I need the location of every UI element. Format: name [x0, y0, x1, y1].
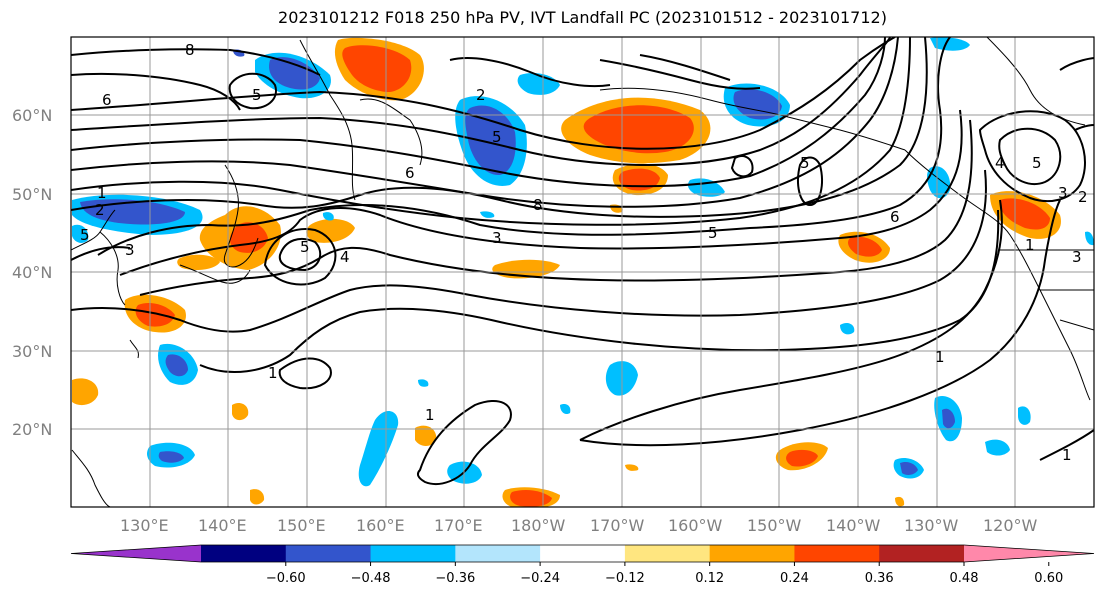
contour-label: 2 [1078, 188, 1088, 206]
colorbar-outline [70, 544, 1095, 563]
contour-label: 5 [492, 128, 502, 146]
contour-label: 5 [800, 154, 810, 172]
lat-label: 20°N [12, 420, 52, 439]
colorbar-tick-label: 0.12 [695, 571, 724, 586]
contour-label: 8 [185, 41, 195, 59]
lon-label: 180°W [511, 516, 566, 535]
lon-label: 170°W [590, 516, 645, 535]
colorbar-tick-label: −0.24 [520, 571, 560, 586]
colorbar-segment [285, 545, 372, 562]
graticule [71, 37, 1094, 507]
contour-label: 5 [1032, 154, 1042, 172]
colorbar-tick-label: −0.60 [266, 571, 306, 586]
colorbar-segment [201, 545, 287, 562]
lon-label: 170°E [434, 516, 483, 535]
lon-label: 160°W [668, 516, 723, 535]
contour-label: 1 [97, 184, 107, 202]
contour-label: 6 [102, 91, 112, 109]
colorbar-segment [370, 545, 456, 562]
lon-label: 150°E [277, 516, 326, 535]
colorbar-tick-label: −0.48 [351, 571, 391, 586]
colorbar-tick-label: −0.36 [435, 571, 475, 586]
contour-label: 3 [492, 229, 502, 247]
colorbar-tick-label: 0.48 [950, 571, 979, 586]
contour-label: 2 [95, 201, 105, 219]
colorbar-tick-label: −0.12 [605, 571, 645, 586]
lon-label: 160°E [356, 516, 405, 535]
lon-label: 140°W [826, 516, 881, 535]
contour-label: 1 [1025, 236, 1035, 254]
contour-label: 5 [708, 224, 718, 242]
lon-label: 120°W [983, 516, 1038, 535]
colorbar-segment [455, 545, 541, 562]
contour-label: 3 [125, 241, 135, 259]
longitude-labels: 130°E 140°E 150°E 160°E 170°E 180°W 170°… [120, 516, 1038, 535]
contour-label: 2 [476, 86, 486, 104]
colorbar-segment [624, 545, 711, 562]
latitude-labels: 60°N 50°N 40°N 30°N 20°N [12, 106, 52, 439]
lon-label: 150°W [747, 516, 802, 535]
map-content: 8 6 5 2 5 6 8 5 1 2 5 3 4 3 5 1 1 1 1 5 … [71, 37, 1094, 507]
colorbar-segment [709, 545, 795, 562]
colorbar-segment [879, 545, 965, 562]
map-frame [70, 36, 1095, 508]
contour-label: 1 [1062, 446, 1072, 464]
lat-label: 50°N [12, 185, 52, 204]
contour-label: 1 [268, 364, 278, 382]
contour-label: 8 [533, 196, 543, 214]
lat-label: 30°N [12, 342, 52, 361]
colorbar-tick-label: 0.36 [865, 571, 894, 586]
contour-label: 1 [425, 406, 435, 424]
colorbar: −0.60 −0.48 −0.36 −0.24 −0.12 0.12 0.24 0.36 0.4… [70, 544, 1095, 586]
coastlines [71, 37, 1094, 507]
lon-label: 130°W [904, 516, 959, 535]
colorbar-tick-label: 0.60 [1034, 571, 1063, 586]
colorbar-tick-label: 0.24 [780, 571, 809, 586]
contour-label: 5 [80, 226, 90, 244]
lat-label: 60°N [12, 106, 52, 125]
contour-label: 4 [340, 248, 350, 266]
contour-label: 3 [1058, 184, 1068, 202]
lon-label: 140°E [198, 516, 247, 535]
contour-label: 5 [252, 86, 262, 104]
lat-label: 40°N [12, 263, 52, 282]
colorbar-over-extend [964, 545, 1094, 562]
colorbar-under-extend [71, 545, 201, 562]
colorbar-segment [794, 545, 880, 562]
contour-labels: 8 6 5 2 5 6 8 5 1 2 5 3 4 3 5 1 1 1 1 5 … [80, 41, 1088, 464]
contour-label: 6 [890, 208, 900, 226]
contour-label: 4 [995, 154, 1005, 172]
contour-label: 3 [1072, 248, 1082, 266]
lon-label: 130°E [120, 516, 169, 535]
contour-label: 5 [300, 238, 310, 256]
colorbar-segment [540, 545, 626, 562]
contour-label: 6 [405, 164, 415, 182]
map-title: 2023101212 F018 250 hPa PV, IVT Landfall… [278, 8, 887, 27]
contour-label: 1 [935, 348, 945, 366]
